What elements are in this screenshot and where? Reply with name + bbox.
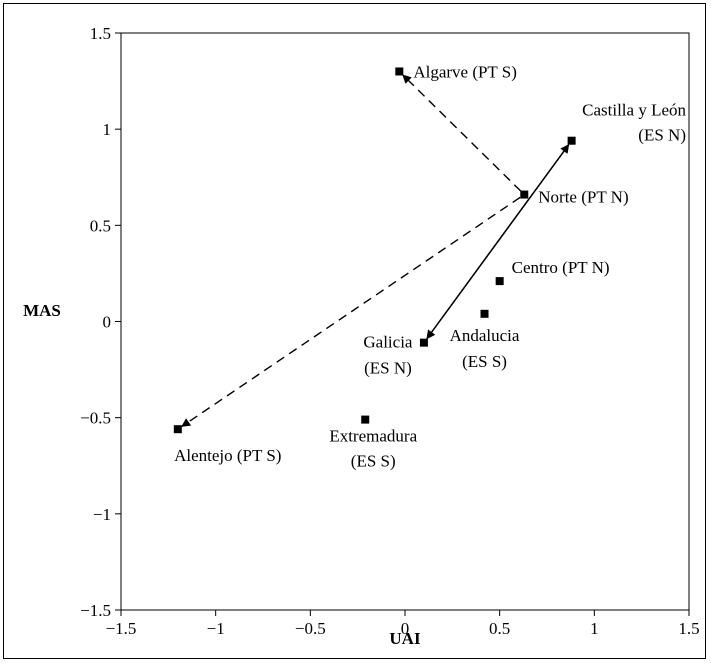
points-layer: Algarve (PT S) Castilla y León (ES N) Norte…: [173, 62, 686, 471]
arrows-layer: [181, 74, 570, 427]
x-axis: −1.5 −1 −0.5 0 0.5 1 1.5: [106, 610, 700, 638]
x-tick-label: −1.5: [106, 619, 137, 638]
point-label-castilla: Castilla y León: [582, 101, 686, 120]
x-axis-title: UAI: [389, 629, 421, 648]
x-tick-label: −0.5: [295, 619, 326, 638]
y-tick-label: −1.5: [80, 601, 111, 620]
y-tick-label: 1.5: [90, 24, 111, 43]
point-centro: [495, 277, 504, 286]
point-label-castilla: (ES N): [638, 126, 686, 145]
chart-frame: [3, 3, 706, 659]
point-label-andalucia: (ES S): [462, 352, 507, 371]
point-norte: [520, 190, 529, 199]
point-castilla: [567, 136, 576, 145]
x-tick-label: 1.5: [678, 619, 699, 638]
point-label-galicia: Galicia: [363, 333, 413, 352]
point-label-alentejo: Alentejo (PT S): [174, 446, 281, 465]
x-tick-label: 0.5: [489, 619, 510, 638]
point-algarve: [395, 67, 404, 76]
point-andalucia: [480, 309, 489, 318]
arrow-norte-to-alentejo: [181, 196, 521, 427]
point-alentejo: [173, 425, 182, 434]
point-galicia: [419, 338, 428, 347]
y-axis: −1.5 −1 −0.5 0 0.5 1 1.5: [80, 24, 121, 620]
y-tick-label: 0.5: [90, 216, 111, 235]
x-tick-label: 0: [401, 619, 410, 638]
y-tick-label: −0.5: [80, 409, 111, 428]
point-label-extremadura: Extremadura: [329, 427, 417, 446]
x-tick-label: 1: [590, 619, 599, 638]
point-label-andalucia: Andalucia: [450, 326, 520, 345]
point-label-extremadura: (ES S): [351, 452, 396, 471]
point-label-galicia: (ES N): [364, 359, 412, 378]
arrow-norte-to-algarve: [402, 74, 522, 192]
point-extremadura: [361, 415, 370, 424]
point-label-norte: Norte (PT N): [538, 188, 628, 207]
y-axis-title: MAS: [23, 301, 61, 320]
x-tick-label: −1: [207, 619, 225, 638]
arrow-castilla-to-galicia: [426, 144, 570, 340]
point-label-centro: Centro (PT N): [512, 258, 610, 277]
point-label-algarve: Algarve (PT S): [413, 62, 517, 81]
y-tick-label: 1: [103, 120, 112, 139]
y-tick-label: −1: [93, 505, 111, 524]
y-tick-label: 0: [103, 313, 112, 332]
